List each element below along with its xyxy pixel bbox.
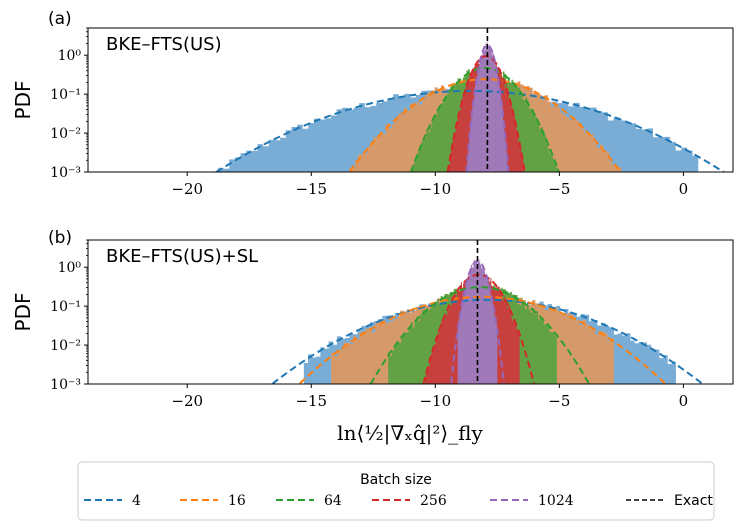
legend-label-4: 4 <box>132 493 141 509</box>
legend: Batch size 4 16 64 256 1024 Exact <box>77 461 715 521</box>
y-axis-label-a: PDF <box>11 81 35 120</box>
panel-a: −20 −15 −10 −5 0 10⁻³ 10⁻² 10⁻¹ 10⁰ (a) BKE–FTS… <box>11 9 734 198</box>
y-tick-label: 10⁰ <box>58 260 82 276</box>
fit-curve-batch-4 <box>215 89 725 172</box>
x-ticks-a: −20 −15 −10 −5 0 <box>171 172 688 198</box>
legend-label-16: 16 <box>228 493 246 509</box>
legend-label-256: 256 <box>420 493 447 509</box>
x-ticks-b: −20 −15 −10 −5 0 <box>171 384 688 410</box>
x-axis-label: ln⟨½|∇ₓq̂|²⟩_fly <box>337 421 483 446</box>
y-ticks-a: 10⁻³ 10⁻² 10⁻¹ 10⁰ <box>50 27 88 181</box>
y-tick-label: 10⁻² <box>50 338 81 354</box>
y-tick-label: 10⁻¹ <box>50 87 81 103</box>
y-tick-label: 10⁻³ <box>50 377 81 393</box>
fit-curve-batch-1024 <box>465 44 510 172</box>
x-tick-label: −15 <box>295 180 327 198</box>
fit-curve-batch-256 <box>446 55 526 172</box>
x-tick-label: −5 <box>548 392 570 410</box>
legend-frame <box>77 461 715 521</box>
fit-curve-batch-16 <box>349 78 621 172</box>
legend-label-1024: 1024 <box>538 493 574 509</box>
fit-curve-batch-4 <box>271 298 703 384</box>
y-ticks-b: 10⁻³ 10⁻² 10⁻¹ 10⁰ <box>50 239 88 393</box>
x-tick-label: −20 <box>171 180 203 198</box>
y-tick-label: 10⁻² <box>50 126 81 142</box>
y-tick-label: 10⁻³ <box>50 165 81 181</box>
x-tick-label: −15 <box>295 392 327 410</box>
legend-label-Exact: Exact <box>674 493 713 509</box>
x-tick-label: 0 <box>679 180 689 198</box>
panel-title-a: BKE–FTS(US) <box>106 34 222 55</box>
x-tick-label: −20 <box>171 392 203 410</box>
fit-curve-batch-256 <box>422 273 536 384</box>
x-tick-label: 0 <box>679 392 689 410</box>
histogram-batch-1024 <box>465 41 508 172</box>
legend-label-64: 64 <box>324 493 342 509</box>
legend-entries: 4 16 64 256 1024 Exact <box>84 493 713 509</box>
plot-area-b <box>271 240 703 384</box>
legend-title: Batch size <box>360 472 432 488</box>
x-tick-label: −10 <box>419 392 451 410</box>
fit-curve-batch-64 <box>410 66 560 172</box>
y-tick-label: 10⁰ <box>58 48 82 64</box>
fit-curve-batch-1024 <box>450 260 505 384</box>
fit-curve-batch-16 <box>299 295 666 384</box>
panel-title-b: BKE–FTS(US)+SL <box>106 246 258 267</box>
x-tick-label: −5 <box>548 180 570 198</box>
panel-label-a: (a) <box>48 9 72 29</box>
y-tick-label: 10⁻¹ <box>50 299 81 315</box>
panel-b: −20 −15 −10 −5 0 10⁻³ 10⁻² 10⁻¹ 10⁰ (b) BKE–FTS… <box>11 228 734 410</box>
y-axis-label-b: PDF <box>11 293 35 332</box>
panel-label-b: (b) <box>48 228 72 248</box>
plot-area-a <box>189 28 725 172</box>
x-tick-label: −10 <box>419 180 451 198</box>
